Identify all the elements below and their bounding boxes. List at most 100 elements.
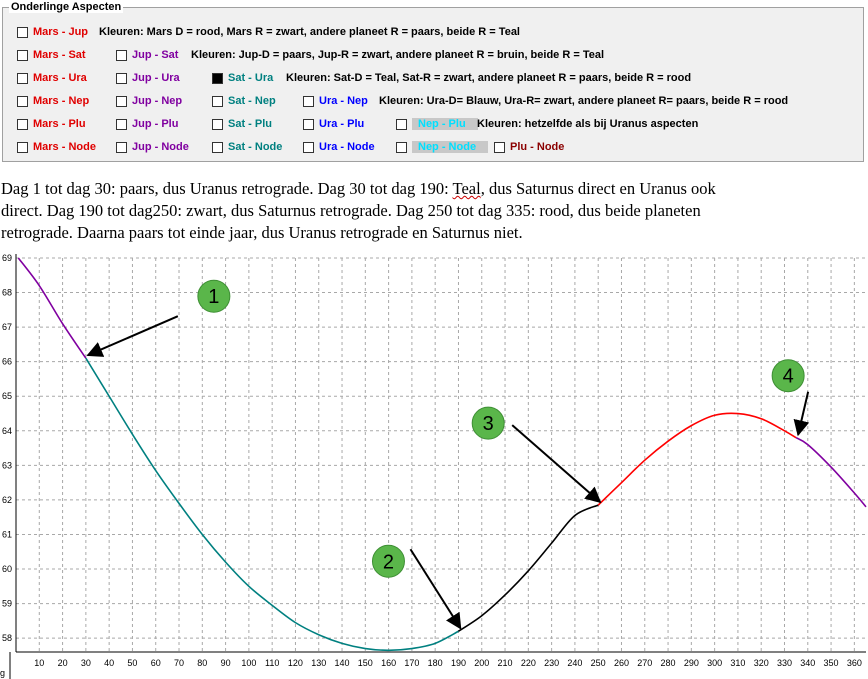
x-tick-label: 210 xyxy=(498,658,513,668)
x-tick-label: 80 xyxy=(197,658,207,668)
checkbox-label: Mars - Ura xyxy=(33,72,87,84)
callout-number: 2 xyxy=(383,551,394,573)
checkbox-label: Plu - Node xyxy=(510,141,565,153)
callout-circle xyxy=(771,359,805,393)
aspect-checkbox-jup-sat[interactable]: Jup - Sat xyxy=(116,49,178,61)
checkbox-box[interactable] xyxy=(396,141,407,153)
chart-grid xyxy=(16,257,866,652)
aspect-checkbox-mars-plu[interactable]: Mars - Plu xyxy=(17,118,86,130)
series-line-4 xyxy=(795,437,867,508)
x-tick-labels: 10 20 30 40 50 60 70 80 90 100 110 120 130 140 150 160 1… xyxy=(34,658,862,668)
chart-series xyxy=(17,257,867,652)
checkbox-box[interactable] xyxy=(116,95,127,107)
callout-circle xyxy=(471,406,505,440)
checkbox-box[interactable] xyxy=(494,141,505,153)
aspect-checkbox-sat-nep[interactable]: Sat - Nep xyxy=(212,95,276,107)
aspect-checkbox-ura-node[interactable]: Ura - Node xyxy=(303,141,375,153)
checkbox-box[interactable] xyxy=(116,49,127,61)
x-tick-label: 50 xyxy=(127,658,137,668)
x-tick-label: 10 xyxy=(34,658,44,668)
y-tick-label: 61 xyxy=(2,529,12,539)
series-line-1 xyxy=(85,357,459,652)
checkbox-box[interactable] xyxy=(17,141,28,153)
checkbox-label: Jup - Sat xyxy=(132,49,179,61)
checkbox-box[interactable] xyxy=(17,118,28,130)
callout-number: 4 xyxy=(783,366,794,388)
y-tick-labels: 58 59 60 61 62 63 64 65 66 67 68 69 xyxy=(2,253,12,643)
callout-arrow xyxy=(793,391,810,437)
callout-3: 3 xyxy=(471,406,602,504)
checkbox-box[interactable] xyxy=(303,141,314,153)
y-tick-label: 69 xyxy=(2,253,12,263)
y-tick-label: 68 xyxy=(2,288,12,298)
callout-circle xyxy=(197,279,231,313)
description-paragraph: Dag 1 tot dag 30: paars, dus Uranus retr… xyxy=(1,178,867,244)
aspect-checkbox-sat-node[interactable]: Sat - Node xyxy=(212,141,282,153)
checkbox-box[interactable] xyxy=(212,95,223,107)
aspect-checkbox-plu-node[interactable]: Plu - Node xyxy=(494,141,564,153)
x-tick-label: 170 xyxy=(404,658,419,668)
checkbox-box[interactable] xyxy=(17,26,28,38)
aspect-checkbox-ura-nep[interactable]: Ura - Nep xyxy=(303,95,368,107)
description-line-1: Dag 1 tot dag 30: paars, dus Uranus retr… xyxy=(1,179,716,198)
checkbox-label: Sat - Nep xyxy=(228,95,276,107)
aspect-checkbox-jup-ura[interactable]: Jup - Ura xyxy=(116,72,180,84)
x-tick-label: 90 xyxy=(221,658,231,668)
checkbox-box[interactable] xyxy=(303,118,314,130)
aspect-checkbox-mars-ura[interactable]: Mars - Ura xyxy=(17,72,87,84)
x-tick-label: 360 xyxy=(847,658,862,668)
y-tick-label: 58 xyxy=(2,633,12,643)
aspect-checkbox-nep-node[interactable]: Nep - Node xyxy=(396,141,489,153)
aspect-checkbox-ura-plu[interactable]: Ura - Plu xyxy=(303,118,364,130)
checkbox-box[interactable] xyxy=(17,49,28,61)
color-legend-note: Kleuren: Sat-D = Teal, Sat-R = zwart, an… xyxy=(286,72,692,84)
y-tick-label: 66 xyxy=(2,357,12,367)
aspect-checkbox-mars-nep[interactable]: Mars - Nep xyxy=(17,95,89,107)
x-tick-label: 330 xyxy=(777,658,792,668)
x-tick-label: 280 xyxy=(661,658,676,668)
checkbox-label: Ura - Plu xyxy=(319,118,365,130)
checkbox-box[interactable] xyxy=(17,95,28,107)
checkbox-box[interactable] xyxy=(17,72,28,84)
checkbox-box[interactable] xyxy=(396,118,407,130)
callout-arrow xyxy=(409,548,462,630)
aspect-checkbox-jup-nep[interactable]: Jup - Nep xyxy=(116,95,182,107)
x-tick-label: 30 xyxy=(81,658,91,668)
aspect-checkbox-mars-node[interactable]: Mars - Node xyxy=(17,141,96,153)
checkbox-box[interactable] xyxy=(212,141,223,153)
checkbox-label: Mars - Jup xyxy=(33,26,89,38)
color-legend-note: Kleuren: Jup-D = paars, Jup-R = zwart, a… xyxy=(191,49,605,61)
checkbox-box[interactable] xyxy=(212,118,223,130)
x-tick-label: 340 xyxy=(800,658,815,668)
x-tick-label: 300 xyxy=(707,658,722,668)
checkbox-box[interactable] xyxy=(116,72,127,84)
checkbox-label: Mars - Plu xyxy=(33,118,86,130)
aspect-checkbox-jup-node[interactable]: Jup - Node xyxy=(116,141,189,153)
checkbox-box[interactable] xyxy=(116,141,127,153)
y-tick-label: 60 xyxy=(2,564,12,574)
checkbox-label: Nep - Node xyxy=(412,141,489,153)
aspect-checkbox-mars-jup[interactable]: Mars - Jup xyxy=(17,26,88,38)
checkbox-label: Jup - Nep xyxy=(132,95,183,107)
x-tick-label: 200 xyxy=(474,658,489,668)
x-tick-label: 180 xyxy=(428,658,443,668)
checkbox-label: Sat - Node xyxy=(228,141,283,153)
y-tick-label: 67 xyxy=(2,322,12,332)
callout-2: 2 xyxy=(371,544,462,630)
aspect-checkbox-nep-plu[interactable]: Nep - Plu xyxy=(396,118,478,130)
aspect-checkbox-jup-plu[interactable]: Jup - Plu xyxy=(116,118,178,130)
checkbox-box[interactable] xyxy=(116,118,127,130)
checkbox-box[interactable] xyxy=(303,95,314,107)
aspect-checkbox-sat-plu[interactable]: Sat - Plu xyxy=(212,118,272,130)
x-tick-label: 40 xyxy=(104,658,114,668)
y-tick-label: 59 xyxy=(2,599,12,609)
checkbox-box[interactable] xyxy=(212,72,223,84)
checkbox-label: Jup - Ura xyxy=(132,72,180,84)
x-tick-label: 310 xyxy=(730,658,745,668)
aspect-checkbox-mars-sat[interactable]: Mars - Sat xyxy=(17,49,86,61)
checkbox-label: Nep - Plu xyxy=(412,118,478,130)
callout-1: 1 xyxy=(86,279,231,357)
x-tick-label: 350 xyxy=(824,658,839,668)
aspect-checkbox-sat-ura[interactable]: Sat - Ura xyxy=(212,72,273,84)
spellcheck-word: Teal xyxy=(452,179,481,198)
